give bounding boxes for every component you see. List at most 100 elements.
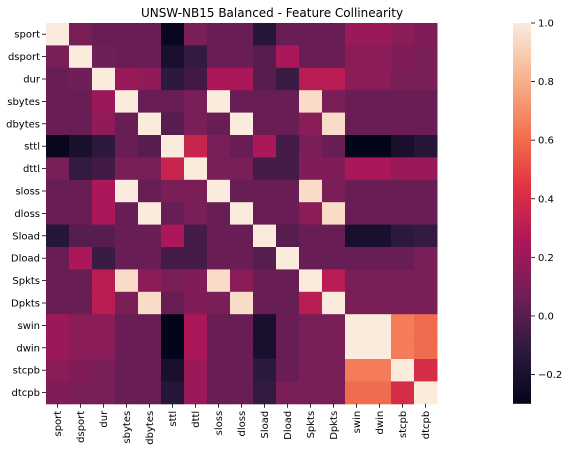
heatmap-cell-swin-Spkts — [299, 314, 323, 338]
heatmap-cell-swin-sbytes — [115, 314, 139, 338]
heatmap-cell-dsport-dur — [92, 45, 116, 69]
heatmap-cell-dur-dur — [92, 67, 116, 91]
x-tick-label: dur — [99, 410, 110, 428]
heatmap-cell-sttl-sbytes — [115, 135, 139, 158]
heatmap-cell-dbytes-dloss — [230, 112, 254, 136]
heatmap-cell-swin-sloss — [207, 314, 231, 338]
x-tick-label: sttl — [168, 411, 179, 427]
chart-title: UNSW-NB15 Balanced - Feature Collinearit… — [141, 6, 403, 20]
heatmap-cell-sbytes-Dpkts — [322, 90, 346, 114]
heatmap-cell-Sload-dur — [92, 224, 116, 248]
heatmap-cell-dwin-Dload — [276, 336, 300, 360]
heatmap-cell-swin-dwin — [368, 314, 392, 338]
heatmap-cell-sloss-Dpkts — [322, 179, 346, 203]
heatmap-cell-Dpkts-sbytes — [115, 291, 139, 315]
heatmap-cell-dwin-stcpb — [391, 336, 415, 360]
heatmap-cell-dloss-swin — [345, 202, 369, 226]
heatmap-cell-swin-dttl — [184, 314, 208, 338]
heatmap-cell-dwin-swin — [345, 336, 369, 360]
heatmap-cell-sport-sloss — [207, 23, 231, 46]
heatmap-cell-dloss-Dload — [276, 202, 300, 226]
heatmap-cell-dwin-sloss — [207, 336, 231, 360]
x-tick-label: swin — [352, 411, 363, 434]
heatmap-cell-dur-dbytes — [138, 67, 162, 91]
y-tick-label: sbytes — [7, 97, 40, 108]
heatmap-cell-dttl-stcpb — [391, 157, 415, 181]
heatmap-cell-stcpb-dtcpb — [414, 359, 438, 382]
x-tick-label: dwin — [375, 411, 386, 435]
heatmap-cell-sttl-dur — [92, 135, 116, 158]
heatmap-cell-swin-dur — [92, 314, 116, 338]
heatmap-cell-stcpb-sbytes — [115, 359, 139, 382]
heatmap-cell-Dpkts-dur — [92, 291, 116, 315]
heatmap-cell-sloss-dsport — [69, 179, 93, 203]
heatmap-cell-Dload-Dload — [276, 247, 300, 270]
heatmap-cell-dtcpb-Spkts — [299, 381, 323, 405]
heatmap-cell-stcpb-Dpkts — [322, 359, 346, 382]
heatmap-cell-Dload-sttl — [161, 247, 185, 270]
heatmap-cell-dbytes-Spkts — [299, 112, 323, 136]
heatmap-cell-dbytes-Sload — [253, 112, 277, 136]
colorbar-tick-label: 0.8 — [538, 77, 554, 88]
heatmap-cell-dur-stcpb — [391, 67, 415, 91]
y-tick-label: Spkts — [12, 276, 40, 287]
x-tick-label: dsport — [76, 411, 87, 443]
heatmap-cell-dbytes-swin — [345, 112, 369, 136]
heatmap-cell-sbytes-Sload — [253, 90, 277, 114]
heatmap-cell-sbytes-dur — [92, 90, 116, 114]
heatmap-cell-dsport-sttl — [161, 45, 185, 69]
heatmap-cell-dbytes-sloss — [207, 112, 231, 136]
heatmap-cell-dbytes-Dload — [276, 112, 300, 136]
heatmap-cell-swin-Dload — [276, 314, 300, 338]
heatmap-cell-dloss-sloss — [207, 202, 231, 226]
heatmap-cell-dtcpb-sbytes — [115, 381, 139, 405]
heatmap-cell-dtcpb-sloss — [207, 381, 231, 405]
heatmap-cell-dttl-dttl — [184, 157, 208, 181]
heatmap-cell-Dpkts-dwin — [368, 291, 392, 315]
heatmap-cell-dttl-Spkts — [299, 157, 323, 181]
heatmap-cell-sport-Spkts — [299, 23, 323, 46]
heatmap-cell-sport-dsport — [69, 23, 93, 46]
colorbar-gradient — [513, 23, 531, 404]
heatmap-cell-stcpb-Sload — [253, 359, 277, 382]
heatmap-cell-Dpkts-sport — [46, 291, 70, 315]
heatmap-cell-dttl-Sload — [253, 157, 277, 181]
heatmap-cell-sloss-dloss — [230, 179, 254, 203]
heatmap-cell-sttl-stcpb — [391, 135, 415, 158]
heatmap-cell-sbytes-dloss — [230, 90, 254, 114]
heatmap-cell-sbytes-dttl — [184, 90, 208, 114]
y-tick-label: dttl — [23, 164, 40, 175]
heatmap-cell-dur-Dload — [276, 67, 300, 91]
heatmap-cell-Sload-dttl — [184, 224, 208, 248]
heatmap-cell-Dload-Sload — [253, 247, 277, 270]
heatmap-cell-Spkts-dloss — [230, 269, 254, 293]
heatmap-cell-dsport-Spkts — [299, 45, 323, 69]
heatmap-cell-sttl-dsport — [69, 135, 93, 158]
heatmap-cell-stcpb-dbytes — [138, 359, 162, 382]
y-axis-labels: sport dsport dur sbytes dbytes sttl dttl sloss d… — [6, 30, 46, 399]
heatmap-cell-sttl-dtcpb — [414, 135, 438, 158]
heatmap-cell-dloss-dttl — [184, 202, 208, 226]
heatmap-cell-Dpkts-dsport — [69, 291, 93, 315]
colorbar-tick-label: 0.4 — [538, 194, 554, 205]
heatmap-cell-Spkts-dtcpb — [414, 269, 438, 293]
heatmap-cell-dsport-dwin — [368, 45, 392, 69]
x-tick-label: Sload — [260, 411, 271, 439]
heatmap-cell-dtcpb-sport — [46, 381, 70, 405]
heatmap-cell-sport-dttl — [184, 23, 208, 46]
heatmap-cell-Dload-Spkts — [299, 247, 323, 270]
heatmap-cell-dloss-sttl — [161, 202, 185, 226]
heatmap-cell-sloss-Sload — [253, 179, 277, 203]
heatmap-cell-dur-Dpkts — [322, 67, 346, 91]
heatmap-cell-dttl-sttl — [161, 157, 185, 181]
heatmap-cell-dwin-Sload — [253, 336, 277, 360]
y-tick-label: stcpb — [13, 366, 40, 377]
heatmap-cell-dbytes-dttl — [184, 112, 208, 136]
heatmap-cell-sbytes-Spkts — [299, 90, 323, 114]
heatmap-cell-dtcpb-sttl — [161, 381, 185, 405]
heatmap-cell-dsport-dttl — [184, 45, 208, 69]
heatmap-cell-Spkts-dttl — [184, 269, 208, 293]
y-tick-label: Sload — [12, 231, 40, 242]
heatmap-cell-Sload-sloss — [207, 224, 231, 248]
heatmap-cell-Spkts-dsport — [69, 269, 93, 293]
